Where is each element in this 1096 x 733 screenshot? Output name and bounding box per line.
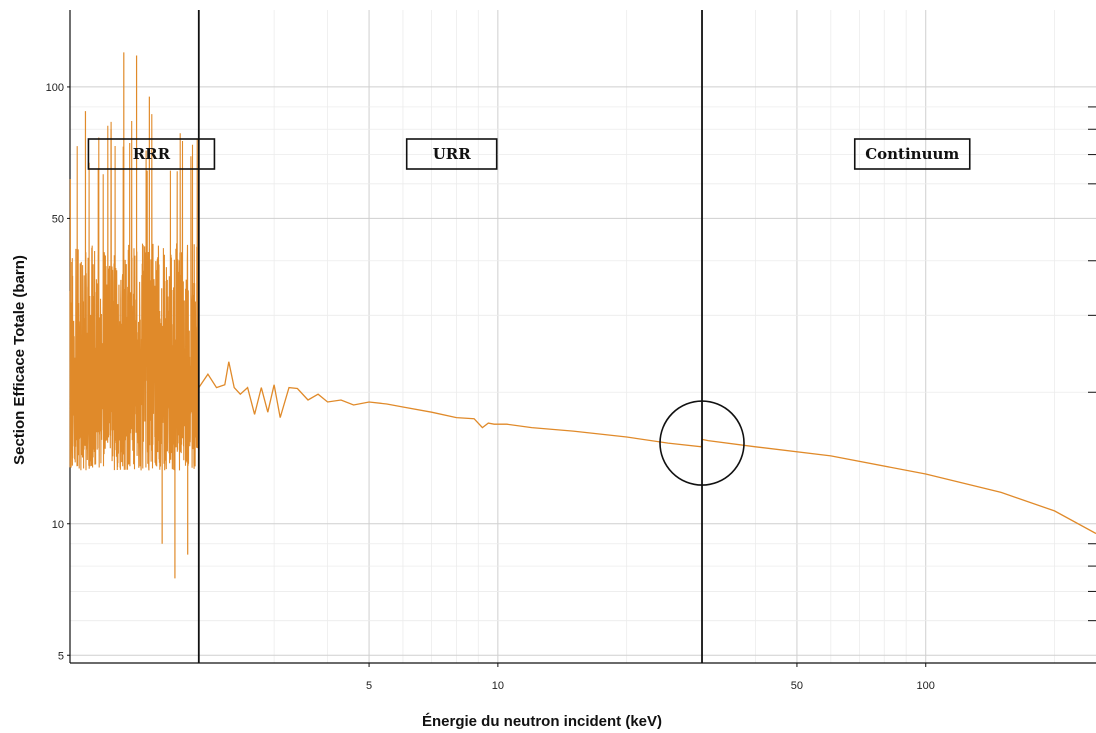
annotation-layer: RRR URR Continuum [87,10,971,663]
region-label-text: Continuum [865,145,959,163]
y-tick-label: 50 [52,213,64,225]
cross-section-line [198,361,1096,535]
highlight-circle [659,400,745,486]
y-tick-label: 5 [58,650,64,662]
x-tick-label: 100 [917,680,935,692]
region-label-box [87,138,216,170]
region-label-continuum: Continuum [853,138,971,170]
y-tick-label: 10 [52,519,64,531]
x-axis-title: Énergie du neutron incident (keV) [422,713,662,730]
plot-frame [69,10,1096,664]
x-tick-label: 5 [366,680,372,692]
region-label-urr: URR [405,138,498,170]
region-label-rrr: RRR [87,138,216,170]
resonance-trace [69,114,200,471]
grid-layer [69,10,1096,663]
tick-layer: 5 10 50 100 5 10 50 100 [46,82,1096,692]
region-label-text: URR [433,145,472,163]
region-label-text: RRR [133,145,171,163]
y-tick-label: 100 [46,82,64,94]
x-tick-label: 50 [791,680,803,692]
x-tick-label: 10 [492,680,504,692]
region-label-box [853,138,971,170]
y-axis-title: Section Efficace Totale (barn) [11,255,28,465]
region-label-box [405,138,498,170]
